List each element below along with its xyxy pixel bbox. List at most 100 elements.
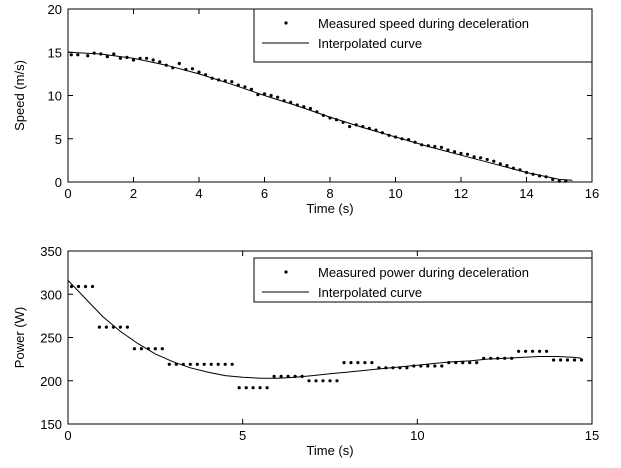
chart2-data-point — [349, 361, 353, 365]
chart2-data-point — [335, 379, 339, 383]
chart2-x-tick-label: 10 — [410, 428, 424, 443]
chart2-data-point — [342, 361, 346, 365]
chart2-y-axis-label: Power (W) — [12, 307, 27, 368]
chart2-data-point — [524, 349, 528, 353]
chart2-data-point — [209, 362, 213, 366]
chart2-data-point — [321, 379, 325, 383]
chart1-data-point — [505, 164, 509, 168]
chart2-data-point — [139, 347, 143, 351]
chart2-x-tick-label: 15 — [585, 428, 599, 443]
chart2-data-point — [517, 349, 521, 353]
chart1-x-axis-label: Time (s) — [306, 201, 353, 216]
chart1-data-point — [151, 58, 155, 62]
chart1-data-point — [118, 56, 122, 60]
chart1-x-tick-label: 8 — [326, 186, 333, 201]
chart1-data-point — [485, 157, 489, 162]
chart1-x-tick-label: 12 — [454, 186, 468, 201]
chart1-x-tick-label: 2 — [130, 186, 137, 201]
chart2-x-tick-label: 0 — [64, 428, 71, 443]
chart1-series-interpolated-curve — [67, 51, 573, 181]
chart1-data-point — [276, 95, 280, 99]
chart2-legend-dot-swatch — [284, 270, 288, 274]
chart1-data-point — [69, 53, 73, 57]
chart1-data-point — [433, 144, 437, 149]
chart1-legend-label: Measured speed during deceleration — [318, 16, 529, 31]
chart1-x-tick-label: 16 — [585, 186, 599, 201]
chart2-data-point — [104, 325, 108, 329]
chart2-data-point — [216, 362, 220, 366]
chart2-data-point — [328, 379, 332, 383]
chart1-data-point — [243, 85, 247, 89]
chart2-data-point — [167, 362, 171, 366]
chart2-data-point — [125, 325, 129, 329]
chart2-data-point — [272, 374, 276, 378]
chart1-data-point — [492, 159, 496, 163]
chart2-y-tick-label: 200 — [40, 374, 62, 389]
chart1-data-point — [479, 156, 483, 160]
chart2-data-point — [153, 347, 157, 351]
chart2-data-point — [195, 362, 199, 366]
chart2: 0 5 10 15 150 200 250 300 350 Time (s) Power (W) Me… — [12, 244, 599, 458]
chart2-data-point — [572, 358, 577, 362]
chart1-data-point — [86, 54, 90, 58]
chart2-data-point — [363, 361, 367, 365]
chart1: 0 2 4 6 8 10 12 14 16 0 5 10 15 20 Time (s) Speed (m/s)… — [12, 2, 599, 216]
chart2-data-point — [545, 349, 549, 353]
chart2-data-point — [559, 358, 563, 362]
chart1-data-point — [465, 152, 470, 156]
chart2-data-point — [307, 379, 311, 383]
chart1-legend: Measured speed during deceleration Interp… — [253, 8, 593, 63]
chart1-x-tick-label: 10 — [388, 186, 402, 201]
chart1-data-point — [557, 179, 561, 183]
chart1-x-tick-label: 6 — [261, 186, 268, 201]
chart2-data-point — [565, 358, 570, 362]
chart2-y-tick-label: 350 — [40, 244, 62, 259]
chart2-data-point — [237, 386, 241, 390]
chart2-data-point — [531, 349, 535, 353]
chart2-y-tick-label: 250 — [40, 331, 62, 346]
chart1-data-point — [348, 125, 352, 129]
chart2-data-point — [461, 361, 465, 365]
chart1-legend-box — [253, 8, 593, 63]
chart2-data-point — [251, 386, 255, 390]
chart1-data-point — [446, 148, 450, 152]
chart2-data-point — [433, 364, 437, 368]
chart1-data-point — [177, 61, 181, 66]
chart1-data-point — [249, 87, 253, 91]
chart2-legend: Measured power during deceleration Interp… — [253, 257, 593, 303]
chart2-legend-box — [253, 257, 593, 303]
chart1-y-tick-label: 0 — [55, 175, 62, 190]
chart1-data-point — [439, 145, 443, 149]
chart1-legend-label: Interpolated curve — [318, 36, 422, 51]
chart2-data-point — [475, 361, 479, 365]
chart1-y-tick-label: 15 — [48, 45, 62, 60]
chart1-x-tick-label: 4 — [195, 186, 202, 201]
chart1-data-point — [472, 155, 476, 159]
chart2-data-point — [132, 347, 136, 351]
chart2-data-point — [83, 284, 88, 289]
chart1-y-tick-label: 5 — [55, 132, 62, 147]
chart2-data-point — [356, 361, 360, 365]
chart1-data-point — [269, 93, 273, 98]
chart2-data-point — [552, 358, 556, 362]
chart1-data-point — [76, 53, 80, 57]
chart2-data-point — [314, 379, 318, 383]
chart1-data-point — [262, 92, 267, 96]
chart2-y-tick-label: 150 — [40, 417, 62, 432]
chart2-data-point — [405, 366, 409, 370]
chart1-data-point — [230, 80, 234, 84]
chart2-x-tick-label: 5 — [239, 428, 246, 443]
chart1-y-tick-label: 10 — [48, 89, 62, 104]
chart1-data-point — [158, 60, 162, 64]
chart2-data-point — [579, 358, 584, 362]
chart2-series-interpolated-curve — [67, 280, 582, 379]
chart2-data-point — [188, 362, 192, 366]
chart1-data-point — [131, 58, 136, 62]
chart2-data-point — [440, 364, 444, 368]
chart1-data-point — [498, 162, 502, 166]
chart2-legend-label: Interpolated curve — [318, 285, 422, 300]
chart2-data-point — [538, 349, 542, 353]
chart1-x-tick-label: 14 — [519, 186, 533, 201]
chart2-data-point — [118, 325, 122, 329]
